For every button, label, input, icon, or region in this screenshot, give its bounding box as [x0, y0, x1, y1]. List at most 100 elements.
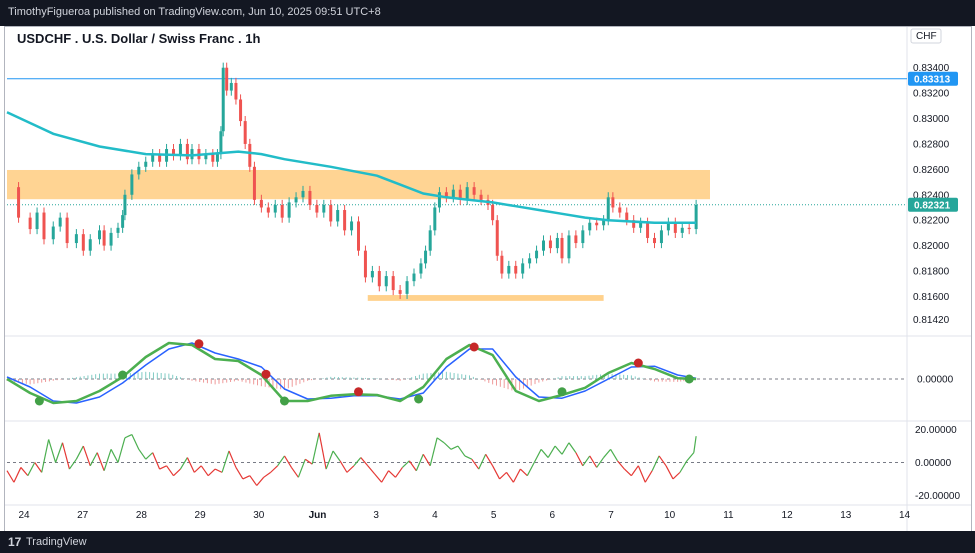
momentum-segment: [554, 445, 563, 455]
candle-body: [102, 230, 106, 246]
candle-body: [391, 276, 395, 291]
momentum-segment: [75, 445, 84, 460]
candle-body: [287, 202, 291, 218]
oscillator-fast-line: [6, 341, 697, 405]
candle-body: [363, 250, 367, 278]
momentum-segment: [672, 471, 681, 480]
momentum-segment: [339, 460, 348, 473]
x-tick-label: 13: [840, 510, 852, 521]
momentum-segment: [367, 465, 376, 475]
momentum-segment: [561, 442, 570, 455]
x-tick-label: 29: [195, 510, 207, 521]
momentum-segment: [346, 465, 355, 473]
horizontal-line-label: 0.83313: [914, 74, 951, 85]
chart-canvas[interactable]: USDCHF . U.S. Dollar / Swiss Franc . 1h C…: [5, 27, 971, 531]
momentum-segment: [471, 458, 480, 470]
tradingview-brand: TradingView: [26, 536, 87, 548]
candle-body: [315, 204, 319, 213]
candle-body: [666, 222, 670, 231]
momentum-segment: [395, 467, 403, 478]
candle-body: [329, 204, 333, 222]
candle-body: [433, 207, 437, 231]
price-tick-label: 0.82400: [913, 190, 950, 201]
momentum-segment: [159, 465, 167, 470]
candle-body: [273, 204, 277, 213]
momentum-segment: [283, 455, 292, 468]
buy-signal-dot: [280, 396, 289, 406]
sell-signal-dot: [633, 358, 643, 368]
candle-body: [384, 276, 388, 287]
candle-body: [659, 230, 663, 244]
momentum-segment: [547, 445, 556, 458]
momentum-segment: [506, 472, 514, 483]
momentum-segment: [381, 470, 390, 483]
candle-body: [458, 189, 462, 200]
candle-body: [58, 217, 62, 227]
candle-body: [301, 190, 305, 198]
momentum-segment: [436, 437, 445, 444]
momentum-segment: [512, 468, 521, 483]
momentum-segment: [644, 470, 653, 483]
momentum-segment: [388, 470, 396, 478]
momentum-segment: [589, 455, 598, 468]
momentum-segment: [193, 465, 202, 473]
momentum-segment: [443, 442, 452, 450]
candle-body: [437, 192, 441, 208]
candle-body: [123, 194, 127, 216]
momentum-segment: [145, 452, 154, 460]
momentum-segment: [408, 460, 417, 472]
sell-signal-dot: [194, 339, 204, 349]
candle-body: [308, 190, 312, 205]
momentum-segment: [582, 455, 591, 467]
x-tick-label: 4: [432, 510, 438, 521]
momentum-segment: [478, 454, 487, 470]
momentum-segment: [103, 449, 112, 471]
momentum-segment: [693, 436, 697, 453]
momentum-segment: [256, 476, 265, 486]
price-tick-label: 0.81420: [913, 315, 950, 326]
momentum-segment: [110, 449, 119, 463]
momentum-segment: [658, 455, 667, 467]
candle-body: [42, 212, 46, 240]
candle-body: [116, 227, 120, 233]
momentum-segment: [568, 442, 577, 453]
candle-body: [639, 222, 643, 228]
x-tick-label: 10: [664, 510, 676, 521]
momentum-segment: [138, 448, 147, 460]
momentum-segment: [207, 468, 216, 477]
momentum-segment: [499, 471, 507, 480]
momentum-segment: [228, 450, 237, 468]
candle-body: [259, 199, 263, 208]
momentum-segment: [429, 437, 438, 466]
candle-body: [350, 221, 354, 231]
momentum-segment: [179, 457, 188, 470]
candle-body: [266, 207, 270, 213]
momentum-segment: [249, 475, 258, 486]
candle-body: [357, 221, 360, 251]
candle-body: [81, 234, 85, 251]
candle-body: [98, 230, 101, 240]
candle-body: [428, 230, 432, 251]
candle-body: [602, 220, 606, 226]
candle-body: [219, 131, 223, 155]
momentum-segment: [665, 465, 674, 480]
momentum-segment: [464, 455, 473, 460]
momentum-segment: [485, 453, 494, 467]
currency-label: CHF: [916, 31, 937, 42]
momentum-segment: [242, 475, 251, 480]
price-tick-label: 0.82600: [913, 165, 950, 176]
momentum-segment: [540, 448, 549, 458]
candle-body: [567, 235, 571, 259]
candle-body: [680, 227, 684, 233]
momentum-segment: [200, 465, 209, 477]
candle-body: [472, 187, 476, 195]
candle-body: [521, 263, 525, 274]
candle-body: [424, 250, 428, 264]
candle-body: [398, 290, 402, 294]
candle-body: [336, 210, 340, 222]
candle-body: [419, 263, 423, 274]
momentum-segment: [457, 445, 466, 457]
candle-body: [322, 204, 326, 213]
momentum-segment: [290, 467, 299, 478]
publisher-line: TimothyFigueroa published on TradingView…: [8, 6, 381, 18]
